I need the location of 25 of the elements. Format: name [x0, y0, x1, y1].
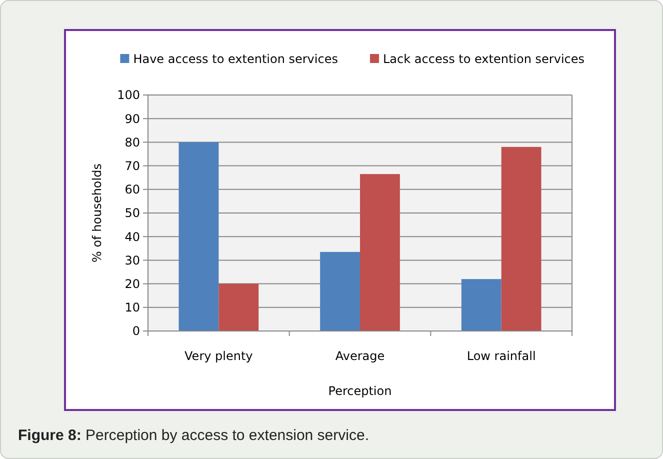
y-tick-label: 10 — [124, 300, 140, 315]
x-tick-label: Average — [335, 349, 385, 363]
bar — [501, 146, 542, 331]
y-tick-label: 80 — [124, 135, 140, 150]
bar — [178, 142, 219, 331]
y-tick-label: 70 — [124, 159, 140, 173]
y-axis-title: % of households — [90, 164, 104, 262]
bar — [461, 279, 502, 331]
y-tick-label: 20 — [124, 277, 140, 291]
legend-label: Have access to extention services — [133, 52, 338, 66]
legend-label: Lack access to extention services — [383, 52, 585, 66]
caption: Figure 8: Perception by access to extension service. — [18, 427, 369, 444]
bar — [218, 284, 259, 331]
y-tick-label: 30 — [124, 253, 140, 268]
y-tick-label: 40 — [124, 230, 140, 244]
y-tick-label: 60 — [124, 182, 140, 197]
x-axis-title: Perception — [328, 384, 392, 398]
bar — [320, 252, 360, 331]
y-tick-label: 50 — [124, 206, 140, 220]
y-tick-label: 90 — [124, 112, 140, 126]
bar — [360, 174, 400, 331]
y-tick-label: 0 — [132, 324, 140, 338]
x-tick-label: Low rainfall — [466, 349, 536, 363]
x-tick-label: Very plenty — [184, 349, 253, 363]
y-tick-label: 100 — [117, 88, 140, 102]
